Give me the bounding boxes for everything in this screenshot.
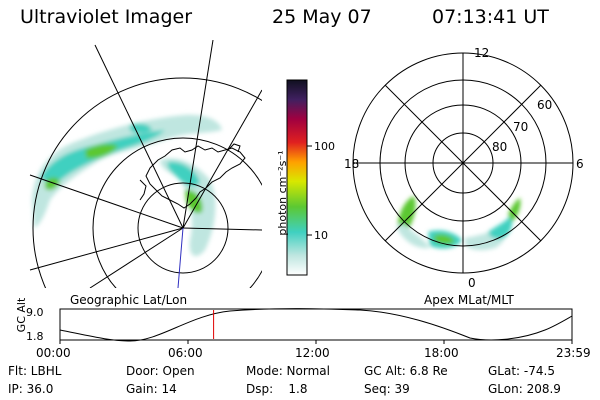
mlt-label-0: 0 — [468, 276, 476, 290]
geographic-caption: Geographic Lat/Lon — [70, 293, 188, 307]
status-door: Door: Open — [126, 364, 195, 378]
colorbar-label: photon cm⁻²s⁻¹ — [276, 150, 289, 236]
mlat-label-70: 70 — [513, 120, 529, 134]
strip-ytick-top: 9.0 — [26, 306, 44, 319]
status-glat: GLat: -74.5 — [488, 364, 555, 378]
apex-grid — [352, 52, 574, 274]
strip-xtick-0: 00:00 — [36, 346, 71, 360]
status-filter: Flt: LBHL — [8, 364, 62, 378]
strip-xtick-3: 18:00 — [424, 346, 459, 360]
status-seq: Seq: 39 — [364, 382, 410, 396]
mlt-label-18: 18 — [344, 157, 360, 171]
status-glon: GLon: 208.9 — [488, 382, 561, 396]
time-label: 07:13:41 UT — [432, 6, 549, 28]
status-gc-alt: GC Alt: 6.8 Re — [364, 364, 448, 378]
status-gain: Gain: 14 — [126, 382, 177, 396]
strip-xtick-2: 12:00 — [295, 346, 330, 360]
altitude-curve — [59, 308, 573, 342]
status-dsp: Dsp: 1.8 — [246, 382, 308, 396]
mlat-label-80: 80 — [492, 140, 508, 154]
strip-ytick-bottom: 1.8 — [26, 330, 44, 343]
mlt-label-12: 12 — [474, 46, 490, 60]
status-ip: IP: 36.0 — [8, 382, 54, 396]
strip-xtick-1: 06:00 — [168, 346, 203, 360]
auroral-emission-geo — [32, 114, 222, 257]
instrument-title: Ultraviolet Imager — [20, 6, 193, 28]
strip-xtick-4: 23:59 — [556, 346, 591, 360]
status-mode: Mode: Normal — [246, 364, 330, 378]
auroral-emission-apex — [396, 196, 521, 251]
colorbar-tick-100: 100 — [314, 140, 335, 153]
mlat-label-60: 60 — [537, 98, 553, 112]
colorbar-tick-10: 10 — [314, 229, 328, 242]
x-axis-ticks — [59, 340, 573, 344]
mlt-label-6: 6 — [576, 157, 584, 171]
apex-caption: Apex MLat/MLT — [424, 293, 514, 307]
date-label: 25 May 07 — [272, 6, 372, 28]
coastline — [145, 145, 246, 209]
